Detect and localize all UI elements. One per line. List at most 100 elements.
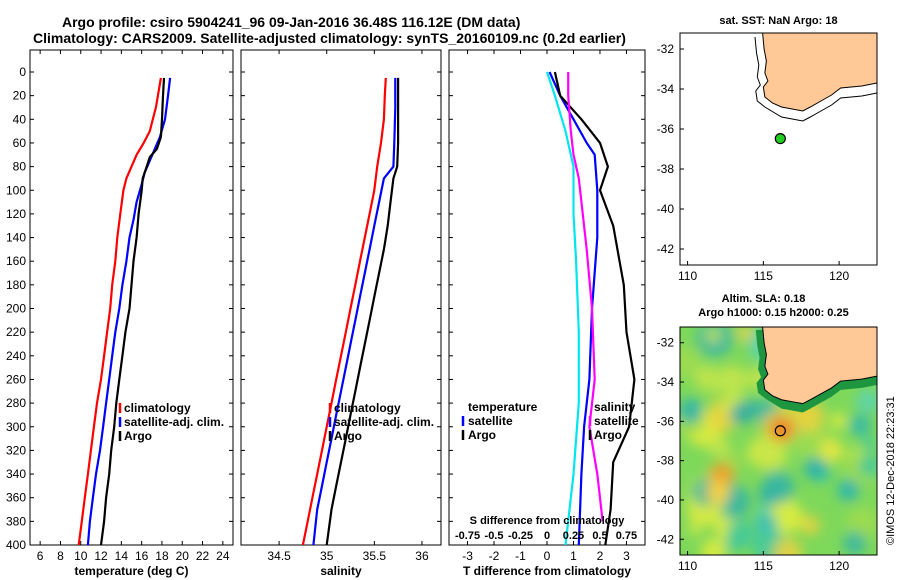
x-tick-label: 8 — [57, 549, 64, 563]
x-tick-label: 0 — [544, 549, 551, 563]
y-tick-label: 80 — [13, 160, 27, 174]
sla-blob — [819, 438, 844, 463]
sla-blob — [855, 388, 877, 414]
lon-tick-label: 115 — [754, 559, 773, 573]
legend-label: satellite-adj. clim. — [334, 415, 434, 429]
x-tick-label: 24 — [216, 549, 230, 563]
lat-tick-label: -36 — [657, 122, 675, 136]
lon-tick-label: 120 — [829, 559, 849, 573]
s-tick-label: -0.5 — [485, 530, 504, 542]
sla-blob — [769, 417, 794, 442]
y-tick-label: 40 — [13, 112, 27, 126]
legend-label: Argo — [468, 428, 496, 442]
series-line-s-clim-clim — [545, 71, 580, 545]
sla-blob — [772, 538, 802, 555]
sla-blob — [694, 365, 720, 391]
s-tick-label: 0 — [544, 530, 550, 542]
map-frame — [679, 32, 878, 266]
sla-blob — [725, 451, 744, 470]
sla-blob — [837, 479, 860, 502]
s-difference-label: S difference from climatology — [470, 515, 626, 527]
lat-tick-label: -40 — [657, 202, 675, 216]
y-tick-label: 220 — [6, 325, 26, 339]
sla-blob — [803, 457, 826, 480]
lat-tick-label: -42 — [657, 242, 675, 256]
x-axis-label: T difference from climatology — [463, 564, 631, 578]
argo-position-marker — [774, 133, 786, 145]
sla-blob — [861, 436, 877, 452]
sla-blob — [858, 454, 877, 477]
x-tick-label: 12 — [94, 549, 108, 563]
sla-blob — [725, 519, 755, 549]
sla-blob — [849, 414, 872, 437]
y-tick-label: 320 — [6, 443, 26, 457]
sla-blob — [716, 365, 748, 397]
x-tick-label: 36 — [415, 549, 429, 563]
sla-blob — [761, 470, 795, 504]
sla-blob — [680, 398, 703, 424]
series-line-climatology — [77, 77, 162, 545]
series-line-argo — [325, 77, 400, 545]
plot-frame — [448, 49, 646, 546]
y-tick-label: 160 — [6, 254, 26, 268]
y-tick-label: 20 — [13, 89, 27, 103]
y-tick-label: 280 — [6, 396, 26, 410]
x-tick-label: 2 — [597, 549, 604, 563]
x-tick-label: 1 — [570, 549, 577, 563]
series-line-s-satellite-clim — [567, 72, 604, 522]
y-tick-label: 300 — [6, 420, 26, 434]
x-tick-label: 18 — [155, 549, 169, 563]
land-australia — [762, 33, 877, 112]
lat-tick-label: -42 — [657, 532, 675, 546]
y-tick-label: 340 — [6, 467, 26, 481]
lat-tick-label: -34 — [657, 82, 675, 96]
series-line-satellite-adj-clim- — [312, 77, 397, 545]
sla-blob — [705, 327, 722, 344]
y-tick-label: 140 — [6, 231, 26, 245]
y-tick-label: 180 — [6, 278, 26, 292]
x-tick-label: 34.5 — [267, 549, 291, 563]
sla-map-title-2: Argo h1000: 0.15 h2000: 0.25 — [698, 307, 848, 319]
sla-map-title-1: Altim. SLA: 0.18 — [722, 293, 806, 305]
x-tick-label: -3 — [462, 549, 473, 563]
sst-map-title: sat. SST: NaN Argo: 18 — [719, 15, 837, 27]
s-tick-label: 0.5 — [592, 530, 607, 542]
legend-label: climatology — [124, 401, 191, 415]
sla-blob — [843, 531, 867, 555]
sla-blob — [800, 515, 820, 536]
sla-blob — [846, 507, 877, 540]
x-tick-label: 35 — [320, 549, 334, 563]
sla-blob — [705, 480, 730, 505]
x-tick-label: 3 — [623, 549, 630, 563]
title-line-1: Argo profile: csiro 5904241_96 09-Jan-20… — [62, 14, 520, 30]
lat-tick-label: -38 — [657, 162, 675, 176]
s-tick-label: -0.75 — [455, 530, 480, 542]
y-tick-label: 240 — [6, 349, 26, 363]
imos-watermark: ©IMOS 12-Dec-2018 22:23:31 — [885, 396, 897, 545]
x-tick-label: 10 — [74, 549, 88, 563]
x-tick-label: 6 — [37, 549, 44, 563]
y-tick-label: 0 — [19, 65, 26, 79]
x-tick-label: 22 — [196, 549, 210, 563]
legend-label: Argo — [594, 428, 622, 442]
series-line-satellite-adj-clim- — [86, 77, 172, 545]
y-tick-label: 360 — [6, 491, 26, 505]
sla-blob — [755, 512, 778, 535]
legend-label: satellite — [594, 414, 639, 428]
x-tick-label: -2 — [489, 549, 500, 563]
lon-tick-label: 110 — [678, 269, 697, 283]
y-tick-label: 120 — [6, 207, 26, 221]
s-tick-label: 0.75 — [616, 530, 637, 542]
salinity-panel: 34.5 35 35.5 36 salinity climatologysatellite… — [240, 49, 442, 578]
argo-position-marker — [774, 425, 786, 437]
x-tick-label: 16 — [135, 549, 149, 563]
s-tick-label: -0.25 — [508, 530, 533, 542]
sla-blob — [708, 436, 731, 459]
lat-tick-label: -32 — [657, 42, 675, 56]
series-line-climatology — [301, 77, 387, 545]
series-line-t-argo-clim — [553, 71, 636, 545]
lon-tick-label: 115 — [754, 269, 773, 283]
sla-blob — [701, 539, 726, 555]
